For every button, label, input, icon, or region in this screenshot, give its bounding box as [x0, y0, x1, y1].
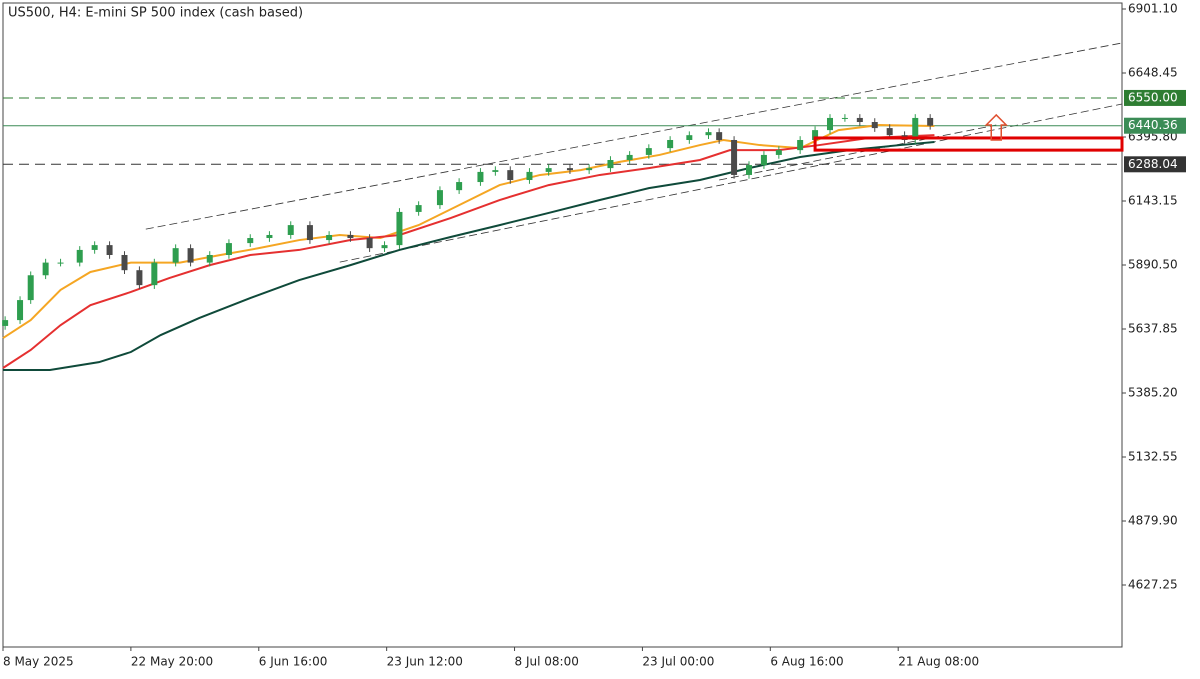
candle-body: [396, 211, 403, 246]
candle-body: [545, 168, 552, 172]
candle-body: [775, 150, 782, 155]
candle-body: [705, 132, 712, 136]
candle-body: [826, 117, 833, 131]
candle-body: [456, 182, 463, 191]
candle-body: [927, 117, 934, 126]
price-level-label: 6288.04: [1128, 157, 1178, 171]
x-tick-label: 6 Jun 16:00: [259, 655, 328, 669]
candle-body: [151, 262, 158, 286]
x-tick-label: 23 Jul 00:00: [642, 655, 714, 669]
candle-body: [586, 168, 593, 171]
moving-average: [2, 134, 935, 369]
candle-body: [91, 245, 98, 250]
y-tick-label: 6648.45: [1128, 66, 1178, 80]
candle-body: [645, 148, 652, 155]
candle-body: [381, 245, 388, 249]
trend-line: [719, 124, 997, 181]
candle-body: [136, 270, 143, 286]
candle-body: [57, 262, 64, 264]
y-tick-label: 5890.50: [1128, 258, 1178, 272]
y-tick-label: 4879.90: [1128, 514, 1178, 528]
candle-body: [477, 171, 484, 183]
candle-body: [507, 170, 514, 181]
price-level-tag: [1124, 89, 1186, 106]
candle-body: [306, 225, 313, 241]
candle-body: [172, 248, 179, 263]
candle-body: [812, 130, 819, 140]
candle-body: [607, 160, 614, 169]
candle-body: [841, 117, 848, 119]
x-tick-label: 22 May 20:00: [131, 655, 213, 669]
candle-body: [686, 135, 693, 140]
candle-body: [746, 165, 752, 175]
candle-body: [347, 234, 354, 239]
x-tick-label: 8 Jul 08:00: [515, 655, 579, 669]
price-level-label: 6550.00: [1128, 90, 1178, 104]
candle-body: [121, 254, 128, 271]
trend-line: [145, 42, 1123, 230]
candle-body: [415, 205, 422, 212]
candle-body: [626, 154, 633, 161]
candle-body: [436, 190, 443, 206]
y-tick-label: 5385.20: [1128, 386, 1178, 400]
candle-body: [871, 122, 878, 129]
candle-body: [2, 320, 9, 326]
support-zone: [813, 136, 1124, 152]
price-level-tag: [1124, 117, 1186, 134]
candle-body: [366, 238, 373, 249]
candle-body: [526, 171, 533, 181]
candle-body: [76, 249, 83, 263]
candle-body: [760, 154, 767, 166]
x-tick-label: 8 May 2025: [3, 655, 74, 669]
up-arrow: [984, 113, 1009, 141]
candle-body: [247, 238, 254, 244]
candle-body: [27, 275, 34, 301]
price-level-tag: [1124, 156, 1186, 173]
y-tick-label: 4627.25: [1128, 578, 1178, 592]
candle-body: [17, 300, 24, 321]
y-tick-label: 6143.15: [1128, 194, 1178, 208]
candle-body: [266, 234, 273, 239]
candle-body: [797, 139, 804, 151]
candle-body: [886, 128, 893, 136]
chart-title: US500, H4: E-mini SP 500 index (cash bas…: [8, 6, 303, 21]
y-tick-label: 5132.55: [1128, 450, 1178, 464]
candle-body: [326, 234, 333, 241]
candle-body: [187, 248, 194, 263]
candle-body: [856, 117, 863, 123]
candle-body: [287, 225, 294, 235]
candle-body: [731, 139, 738, 175]
moving-average: [2, 124, 935, 339]
x-tick-label: 21 Aug 08:00: [898, 655, 979, 669]
candle-body: [225, 243, 232, 255]
candle-body: [716, 132, 723, 140]
candle-body: [492, 170, 499, 172]
candle-body: [206, 254, 213, 263]
x-tick-label: 6 Aug 16:00: [770, 655, 843, 669]
candle-body: [566, 168, 573, 171]
x-tick-label: 23 Jun 12:00: [387, 655, 463, 669]
candle-body: [42, 262, 49, 276]
moving-average: [3, 141, 935, 372]
candle-body: [667, 139, 674, 149]
y-tick-label: 6901.10: [1128, 2, 1178, 16]
price-level-label: 6440.36: [1128, 118, 1178, 132]
candle-body: [106, 245, 113, 255]
candle-body: [912, 117, 919, 140]
y-tick-label: 5637.85: [1128, 322, 1178, 336]
